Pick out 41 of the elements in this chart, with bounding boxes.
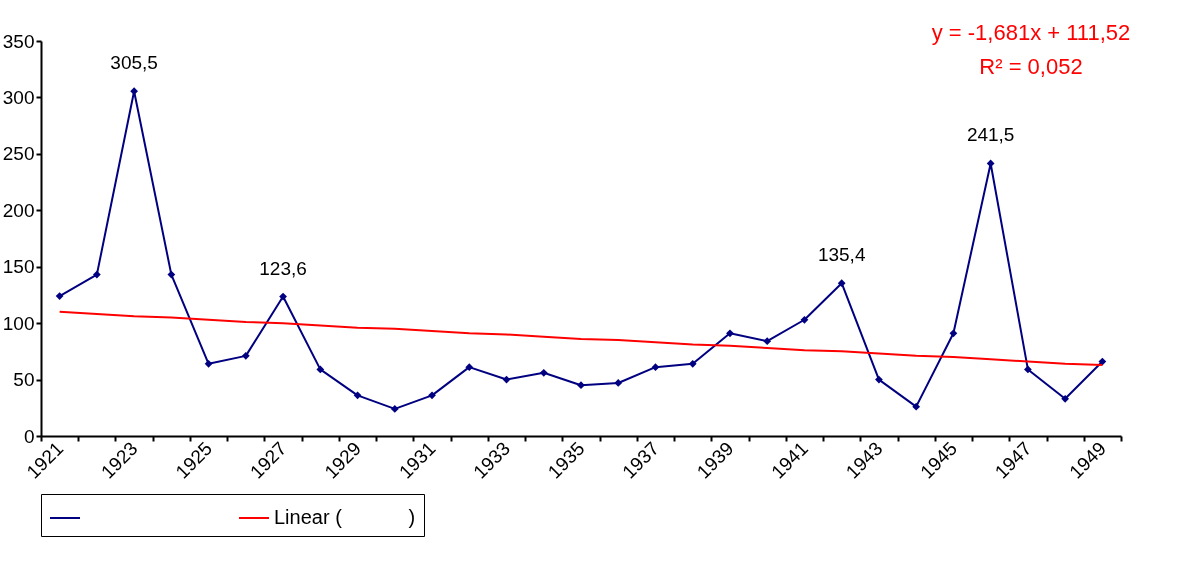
data-label: 135,4 [817, 244, 866, 266]
point [167, 270, 176, 279]
point [763, 337, 772, 346]
y-tick-label: 100 [2, 312, 35, 334]
point [651, 363, 660, 372]
data-label: 241,5 [966, 124, 1015, 146]
point [1024, 365, 1032, 374]
point [428, 391, 436, 400]
point [55, 292, 64, 300]
point [875, 375, 883, 384]
point [577, 381, 585, 390]
y-tick-label: 300 [2, 86, 35, 108]
y-tick-label: 50 [13, 369, 35, 391]
point [390, 405, 399, 413]
annotation: R² = 0,052 [979, 54, 1083, 79]
point [614, 379, 623, 387]
point [800, 315, 809, 324]
y-tick-label: 250 [2, 143, 35, 165]
annotation: y = -1,681x + 111,52 [931, 20, 1131, 45]
point [539, 368, 548, 377]
legend-label: Linear ( ) [274, 506, 416, 528]
data-label: 123,6 [259, 257, 307, 279]
point [316, 365, 325, 374]
point [912, 402, 921, 411]
data-label: 305,5 [110, 52, 158, 74]
point [353, 391, 362, 400]
y-tick-label: 0 [23, 425, 35, 447]
point [1061, 394, 1070, 403]
y-tick-label: 350 [2, 30, 35, 52]
point [1098, 357, 1107, 366]
point [949, 329, 958, 338]
point [279, 292, 287, 301]
point [204, 359, 213, 368]
point [92, 270, 101, 279]
y-tick-label: 200 [2, 199, 35, 221]
point [726, 329, 734, 338]
point [688, 359, 697, 368]
y-tick-label: 150 [2, 256, 35, 278]
point [837, 279, 846, 288]
point [465, 363, 474, 372]
point [241, 352, 250, 360]
